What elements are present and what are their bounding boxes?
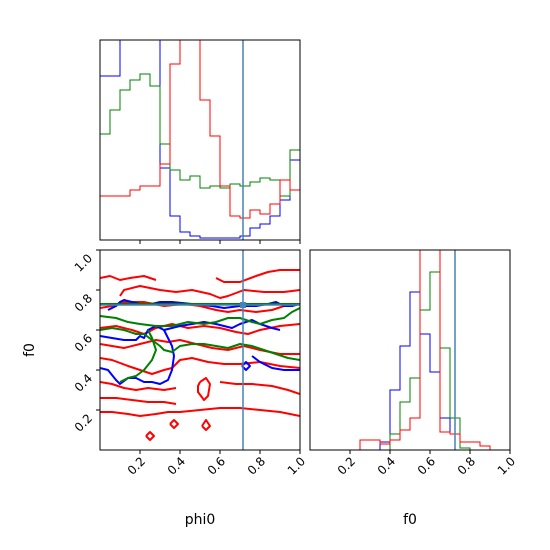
contour-green-line <box>100 307 300 327</box>
y-tick-label: 1.0 <box>72 251 95 274</box>
x-tick-label: 0.2 <box>335 454 358 477</box>
contour-red-line <box>169 419 179 429</box>
contour-red-line <box>145 431 155 441</box>
y-axis-label-f0: f0 <box>22 343 38 357</box>
histogram-red-series <box>100 40 300 240</box>
histogram-blue-series <box>100 40 300 240</box>
x-axis-label-f0: f0 <box>403 512 417 528</box>
contour-red-line <box>100 397 177 405</box>
x-tick-label: 0.2 <box>125 454 148 477</box>
truth-marker <box>240 302 246 308</box>
contour-blue-line <box>251 355 300 371</box>
x-tick-label: 0.8 <box>245 454 268 477</box>
contour-red-line <box>219 381 300 395</box>
contour-green-line <box>119 329 157 383</box>
contour-green-line <box>100 327 300 361</box>
x-tick-label: 1.0 <box>495 454 518 477</box>
contour-phi0-f0-panel: 0.2 0.4 0.6 0.8 1.0 0.2 0.4 0.6 0.8 1.0 <box>72 249 308 478</box>
contour-red-line <box>201 419 211 431</box>
contour-red-line <box>100 381 177 391</box>
x-tick-label: 0.6 <box>205 454 228 477</box>
contour-red-line <box>100 301 285 313</box>
y-tick-label: 0.8 <box>72 291 95 314</box>
y-tick-label: 0.4 <box>72 371 95 394</box>
x-tick-label: 0.4 <box>165 454 188 477</box>
contour-red-line <box>100 323 300 335</box>
contour-red-line <box>100 357 300 375</box>
x-tick-label: 0.4 <box>375 454 398 477</box>
histogram-f0-panel: 0.2 0.4 0.6 0.8 1.0 <box>309 249 518 478</box>
y-tick-label: 0.2 <box>72 411 95 434</box>
contour-blue-line <box>100 329 175 385</box>
contour-red-line <box>100 275 157 281</box>
histogram-red-series <box>310 250 510 450</box>
histogram-green-series <box>100 73 300 240</box>
histogram-phi0-panel <box>99 39 301 244</box>
x-axis-label-phi0: phi0 <box>185 512 216 528</box>
y-tick-label: 0.6 <box>72 331 95 354</box>
contour-red-line <box>197 377 211 401</box>
contour-red-line <box>119 285 300 299</box>
x-tick-label: 0.6 <box>415 454 438 477</box>
panel-frame <box>99 249 301 451</box>
contour-blue-line <box>241 361 251 371</box>
panel-frame <box>99 39 301 241</box>
contour-red-line <box>215 269 300 283</box>
panel-frame <box>309 249 511 451</box>
x-tick-label: 0.8 <box>455 454 478 477</box>
contour-red-line <box>100 339 300 355</box>
contour-red-line <box>100 407 300 417</box>
axis-labels: phi0 f0 f0 <box>22 343 417 528</box>
x-tick-label: 1.0 <box>285 454 308 477</box>
